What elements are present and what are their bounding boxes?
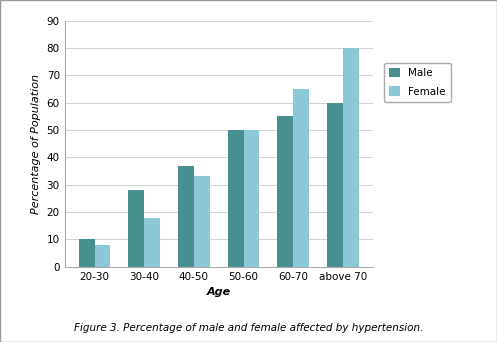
Bar xyxy=(327,103,343,267)
Bar xyxy=(94,245,110,267)
Bar xyxy=(144,218,160,267)
Bar xyxy=(244,130,259,267)
Bar xyxy=(194,176,210,267)
Legend: Male, Female: Male, Female xyxy=(384,63,451,102)
Bar xyxy=(79,239,94,267)
Bar xyxy=(293,89,309,267)
X-axis label: Age: Age xyxy=(207,287,231,297)
Text: Figure 3. Percentage of male and female affected by hypertension.: Figure 3. Percentage of male and female … xyxy=(74,323,423,333)
Bar xyxy=(228,130,244,267)
Bar xyxy=(343,48,359,267)
Bar xyxy=(178,166,194,267)
Bar xyxy=(128,190,144,267)
Bar xyxy=(277,116,293,267)
Y-axis label: Percentage of Population: Percentage of Population xyxy=(31,74,41,214)
